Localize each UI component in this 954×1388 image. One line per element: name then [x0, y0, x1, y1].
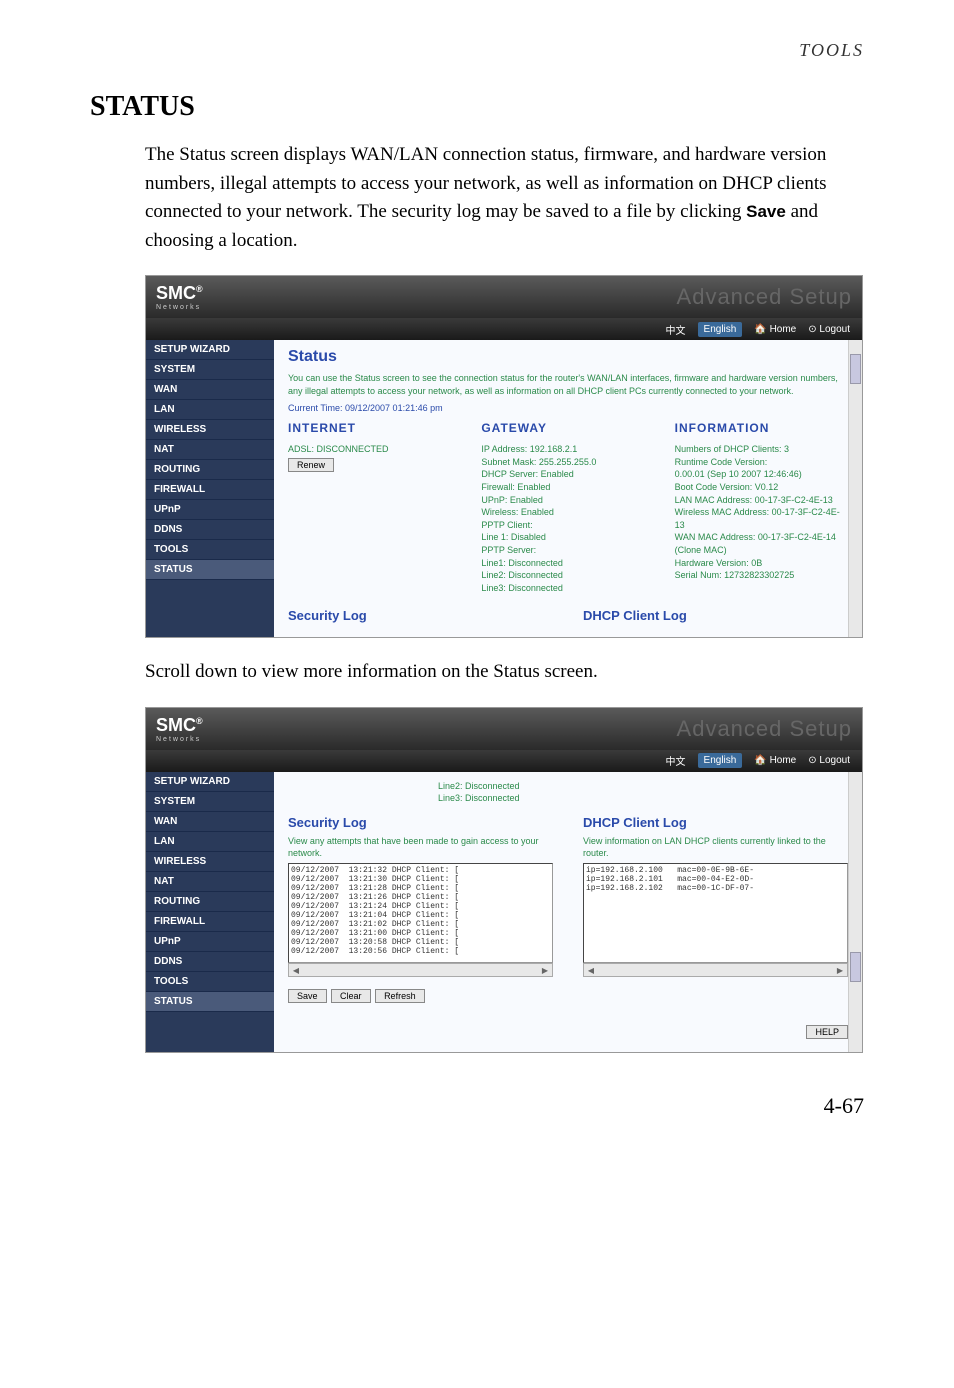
sidebar2-upnp[interactable]: UPnP — [146, 932, 274, 952]
security-log-heading-1: Security Log — [288, 608, 553, 623]
sidebar2-tools[interactable]: TOOLS — [146, 972, 274, 992]
information-lines: Numbers of DHCP Clients: 3 Runtime Code … — [675, 443, 848, 582]
sidebar: SETUP WIZARD SYSTEM WAN LAN WIRELESS NAT… — [146, 340, 274, 637]
home-link[interactable]: 🏠 Home — [754, 324, 796, 335]
ss2-content: Line2: Disconnected Line3: Disconnected … — [274, 772, 862, 1052]
lang-cn-2[interactable]: 中文 — [666, 753, 686, 768]
sidebar-item-lan[interactable]: LAN — [146, 400, 274, 420]
dhcp-client-log-heading-1: DHCP Client Log — [583, 608, 848, 623]
dhcp-client-log-heading-2: DHCP Client Log — [583, 815, 848, 830]
sidebar2-system[interactable]: SYSTEM — [146, 792, 274, 812]
sidebar2-lan[interactable]: LAN — [146, 832, 274, 852]
information-heading: INFORMATION — [675, 421, 848, 435]
disc-line3: Line3: Disconnected — [438, 793, 520, 803]
sidebar2-ddns[interactable]: DDNS — [146, 952, 274, 972]
sidebar-item-wan[interactable]: WAN — [146, 380, 274, 400]
internet-col: INTERNET ADSL: DISCONNECTED Renew — [288, 421, 461, 594]
logo-text-2: SMC — [156, 715, 196, 735]
disc-lines: Line2: Disconnected Line3: Disconnected — [438, 780, 848, 805]
status-intro: You can use the Status screen to see the… — [288, 372, 848, 397]
screenshot-1: SMC® Networks Advanced Setup 中文 English … — [145, 275, 863, 638]
dhcp-log-col: DHCP Client Log View information on LAN … — [583, 815, 848, 1003]
logout-link[interactable]: ⊙ Logout — [808, 324, 850, 335]
lang-en[interactable]: English — [698, 322, 743, 337]
sidebar2-routing[interactable]: ROUTING — [146, 892, 274, 912]
clear-button[interactable]: Clear — [331, 989, 371, 1003]
security-log-desc: View any attempts that have been made to… — [288, 836, 553, 859]
smc-logo-2: SMC® Networks — [156, 715, 203, 743]
security-log-heading-2: Security Log — [288, 815, 553, 830]
logo-text: SMC — [156, 283, 196, 303]
refresh-button[interactable]: Refresh — [375, 989, 425, 1003]
sidebar2-wireless[interactable]: WIRELESS — [146, 852, 274, 872]
sidebar-item-setup-wizard[interactable]: SETUP WIZARD — [146, 340, 274, 360]
sidebar2-firewall[interactable]: FIREWALL — [146, 912, 274, 932]
seclog-hscroll[interactable]: ◀▶ — [288, 963, 553, 977]
sidebar2-nat[interactable]: NAT — [146, 872, 274, 892]
status-title: Status — [288, 348, 848, 366]
sidebar-item-nat[interactable]: NAT — [146, 440, 274, 460]
sidebar2-wan[interactable]: WAN — [146, 812, 274, 832]
sidebar-item-upnp[interactable]: UPnP — [146, 500, 274, 520]
dhcplog-hscroll[interactable]: ◀▶ — [583, 963, 848, 977]
lang-bar-2: 中文 English 🏠 Home ⊙ Logout — [146, 750, 862, 772]
sidebar-item-status[interactable]: STATUS — [146, 560, 274, 580]
gateway-heading: GATEWAY — [481, 421, 654, 435]
logout-link-2[interactable]: ⊙ Logout — [808, 755, 850, 766]
scrollbar-1[interactable] — [848, 340, 862, 637]
sidebar2-status[interactable]: STATUS — [146, 992, 274, 1012]
save-bold: Save — [746, 202, 786, 221]
section-title: STATUS — [90, 91, 864, 123]
gateway-lines: IP Address: 192.168.2.1 Subnet Mask: 255… — [481, 443, 654, 594]
dhcp-log-desc: View information on LAN DHCP clients cur… — [583, 836, 848, 859]
screenshot-2: SMC® Networks Advanced Setup 中文 English … — [145, 707, 863, 1053]
sidebar-item-ddns[interactable]: DDNS — [146, 520, 274, 540]
intro-paragraph: The Status screen displays WAN/LAN conne… — [90, 141, 864, 255]
smc-logo: SMC® Networks — [156, 283, 203, 311]
page-header: TOOLS — [90, 40, 864, 61]
logo-sup-2: ® — [196, 716, 203, 726]
body-text-1: The Status screen displays WAN/LAN conne… — [145, 144, 827, 222]
scroll-text: Scroll down to view more information on … — [90, 658, 864, 687]
lang-en-2[interactable]: English — [698, 753, 743, 768]
help-button[interactable]: HELP — [806, 1025, 848, 1039]
current-time: Current Time: 09/12/2007 01:21:46 pm — [288, 403, 848, 413]
disc-line2: Line2: Disconnected — [438, 781, 520, 791]
security-log-box[interactable]: 09/12/2007 13:21:32 DHCP Client: [ 09/12… — [288, 863, 553, 963]
gateway-col: GATEWAY IP Address: 192.168.2.1 Subnet M… — [481, 421, 654, 594]
lang-bar: 中文 English 🏠 Home ⊙ Logout — [146, 318, 862, 340]
internet-heading: INTERNET — [288, 421, 461, 435]
advanced-setup-text-2: Advanced Setup — [677, 716, 852, 742]
information-col: INFORMATION Numbers of DHCP Clients: 3 R… — [675, 421, 848, 594]
sidebar-item-firewall[interactable]: FIREWALL — [146, 480, 274, 500]
logo-net: Networks — [156, 304, 203, 311]
sidebar-item-routing[interactable]: ROUTING — [146, 460, 274, 480]
dhcp-log-box[interactable]: ip=192.168.2.100 mac=00-0E-9B-6E- ip=192… — [583, 863, 848, 963]
lang-cn[interactable]: 中文 — [666, 322, 686, 337]
sidebar2-setup-wizard[interactable]: SETUP WIZARD — [146, 772, 274, 792]
advanced-setup-text: Advanced Setup — [677, 284, 852, 310]
sidebar-item-wireless[interactable]: WIRELESS — [146, 420, 274, 440]
security-log-col: Security Log View any attempts that have… — [288, 815, 553, 1003]
sidebar-item-system[interactable]: SYSTEM — [146, 360, 274, 380]
sidebar-item-tools[interactable]: TOOLS — [146, 540, 274, 560]
page-number: 4-67 — [90, 1093, 864, 1119]
scrollbar-2[interactable] — [848, 772, 862, 1052]
logo-net-2: Networks — [156, 736, 203, 743]
ss1-content: Status You can use the Status screen to … — [274, 340, 862, 637]
ss1-header: SMC® Networks Advanced Setup — [146, 276, 862, 318]
save-button[interactable]: Save — [288, 989, 327, 1003]
logo-sup: ® — [196, 284, 203, 294]
sidebar-2: SETUP WIZARD SYSTEM WAN LAN WIRELESS NAT… — [146, 772, 274, 1052]
home-link-2[interactable]: 🏠 Home — [754, 755, 796, 766]
ss2-header: SMC® Networks Advanced Setup — [146, 708, 862, 750]
renew-button[interactable]: Renew — [288, 458, 334, 472]
adsl-status: ADSL: DISCONNECTED — [288, 443, 461, 456]
